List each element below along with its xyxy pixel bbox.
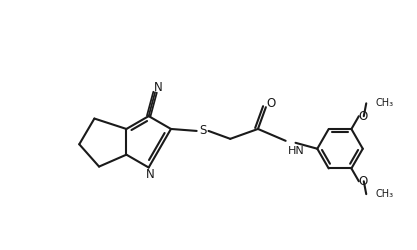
Text: HN: HN [288,146,304,156]
Text: CH₃: CH₃ [375,189,393,199]
Text: CH₃: CH₃ [375,98,393,108]
Text: O: O [358,110,367,123]
Text: S: S [199,124,206,138]
Text: N: N [153,81,162,94]
Text: N: N [146,168,155,181]
Text: O: O [266,97,276,110]
Text: O: O [358,175,367,188]
